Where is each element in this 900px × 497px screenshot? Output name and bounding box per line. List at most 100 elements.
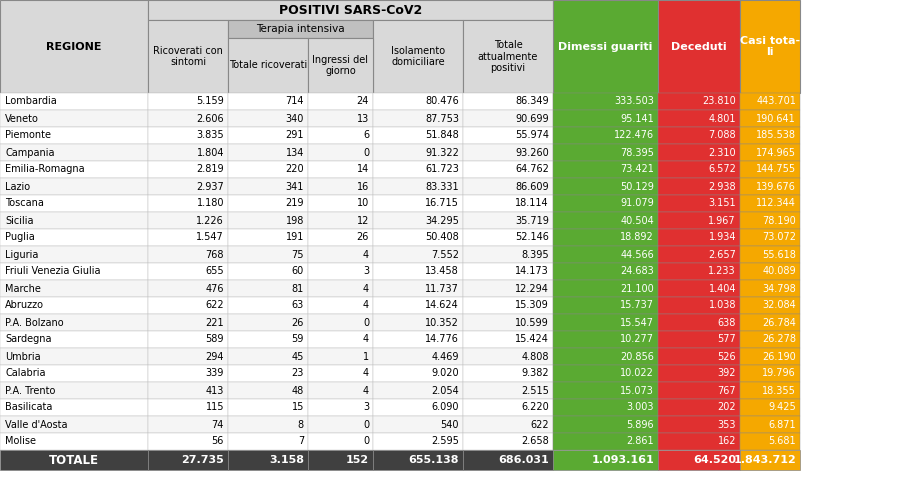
Text: Puglia: Puglia [5,233,35,243]
Text: 115: 115 [205,403,224,413]
Text: Veneto: Veneto [5,113,39,123]
Text: 80.476: 80.476 [425,96,459,106]
Bar [308,348,373,365]
Text: P.A. Trento: P.A. Trento [5,386,56,396]
Text: 10.352: 10.352 [425,318,459,328]
Text: 6.220: 6.220 [521,403,549,413]
Bar [148,144,228,161]
Text: 1.226: 1.226 [196,216,224,226]
Bar [658,127,740,144]
Text: 78.190: 78.190 [762,216,796,226]
Text: 26.190: 26.190 [762,351,796,361]
Bar [0,331,148,348]
Bar [308,38,373,93]
Text: 190.641: 190.641 [756,113,796,123]
Text: Ricoverati con
sintomi: Ricoverati con sintomi [153,46,223,67]
Bar [553,331,658,348]
Text: 21.100: 21.100 [620,283,654,294]
Text: 24.683: 24.683 [620,266,654,276]
Text: 34.295: 34.295 [425,216,459,226]
Text: Friuli Venezia Giulia: Friuli Venezia Giulia [5,266,101,276]
Text: 87.753: 87.753 [425,113,459,123]
Bar [553,433,658,450]
Text: 73.421: 73.421 [620,165,654,174]
Text: 9.382: 9.382 [521,368,549,379]
Bar [658,178,740,195]
Bar [308,382,373,399]
Bar [0,127,148,144]
Bar [0,195,148,212]
Bar [148,178,228,195]
Text: 341: 341 [285,181,304,191]
Bar [148,195,228,212]
Text: 32.084: 32.084 [762,301,796,311]
Bar [740,212,800,229]
Text: 26.784: 26.784 [762,318,796,328]
Text: 162: 162 [717,436,736,446]
Text: 15.309: 15.309 [515,301,549,311]
Bar [553,450,658,470]
Text: 291: 291 [285,131,304,141]
Text: Liguria: Liguria [5,249,39,259]
Bar [740,280,800,297]
Text: 45: 45 [292,351,304,361]
Bar [148,450,228,470]
Bar [553,314,658,331]
Text: 12: 12 [356,216,369,226]
Bar [148,331,228,348]
Text: 18.355: 18.355 [762,386,796,396]
Text: 15.547: 15.547 [620,318,654,328]
Text: 86.349: 86.349 [516,96,549,106]
Bar [658,314,740,331]
Text: 26: 26 [292,318,304,328]
Bar [740,127,800,144]
Text: 2.595: 2.595 [431,436,459,446]
Text: 95.141: 95.141 [620,113,654,123]
Bar [308,331,373,348]
Text: P.A. Bolzano: P.A. Bolzano [5,318,64,328]
Text: 1.843.712: 1.843.712 [734,455,796,465]
Bar [0,365,148,382]
Bar [308,399,373,416]
Text: 4.469: 4.469 [431,351,459,361]
Bar [740,450,800,470]
Text: 4.808: 4.808 [521,351,549,361]
Bar [308,280,373,297]
Bar [228,195,308,212]
Text: 768: 768 [205,249,224,259]
Bar [228,127,308,144]
Text: 622: 622 [205,301,224,311]
Text: 60: 60 [292,266,304,276]
Text: 63: 63 [292,301,304,311]
Bar [740,331,800,348]
Text: 9.020: 9.020 [431,368,459,379]
Bar [658,110,740,127]
Text: 4.801: 4.801 [708,113,736,123]
Bar [228,20,373,38]
Bar [228,38,308,93]
Text: 443.701: 443.701 [756,96,796,106]
Text: 64.762: 64.762 [515,165,549,174]
Bar [228,178,308,195]
Text: 152: 152 [346,455,369,465]
Bar [228,297,308,314]
Text: Lazio: Lazio [5,181,30,191]
Text: 3: 3 [363,403,369,413]
Bar [373,365,463,382]
Text: 638: 638 [717,318,736,328]
Text: Calabria: Calabria [5,368,46,379]
Text: 4: 4 [363,301,369,311]
Bar [308,450,373,470]
Text: 2.861: 2.861 [626,436,654,446]
Bar [553,280,658,297]
Bar [148,280,228,297]
Text: 1.934: 1.934 [708,233,736,243]
Bar [308,297,373,314]
Text: 75: 75 [292,249,304,259]
Text: 64.520: 64.520 [693,455,736,465]
Text: 220: 220 [285,165,304,174]
Bar [228,348,308,365]
Text: 294: 294 [205,351,224,361]
Bar [373,416,463,433]
Bar [228,365,308,382]
